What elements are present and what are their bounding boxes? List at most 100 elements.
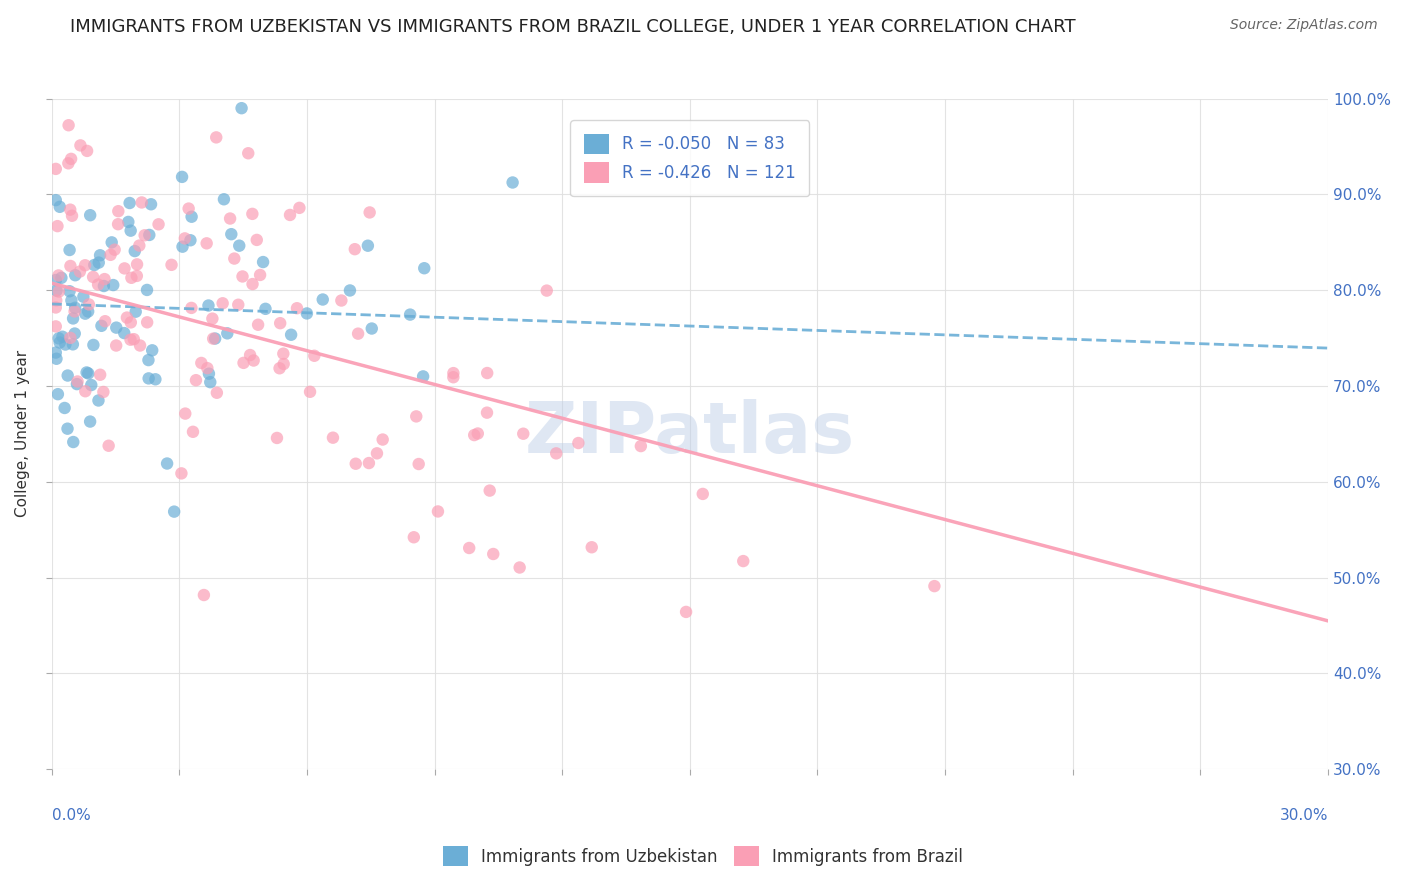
Point — [399, 308, 422, 322]
Point — [193, 588, 215, 602]
Point — [49, 200, 72, 214]
Point — [45, 351, 67, 366]
Point — [45, 161, 67, 176]
Point — [141, 343, 163, 358]
Point — [58, 285, 80, 299]
Point — [93, 272, 115, 286]
Point — [48, 268, 70, 283]
Point — [231, 101, 253, 115]
Point — [118, 196, 141, 211]
Point — [273, 346, 295, 360]
Point — [360, 321, 382, 335]
Point — [138, 227, 160, 242]
Y-axis label: College, Under 1 year: College, Under 1 year — [15, 351, 30, 517]
Legend: R = -0.050   N = 83, R = -0.426   N = 121: R = -0.050 N = 83, R = -0.426 N = 121 — [571, 120, 810, 196]
Point — [177, 202, 200, 216]
Point — [120, 333, 142, 347]
Text: Source: ZipAtlas.com: Source: ZipAtlas.com — [1230, 18, 1378, 32]
Point — [62, 337, 84, 351]
Point — [285, 301, 308, 316]
Point — [366, 446, 388, 460]
Point — [94, 314, 117, 328]
Point — [45, 193, 67, 207]
Point — [371, 433, 394, 447]
Point — [357, 238, 380, 252]
Point — [357, 456, 380, 470]
Point — [82, 338, 104, 352]
Point — [69, 138, 91, 153]
Point — [463, 428, 485, 442]
Point — [46, 219, 69, 234]
Point — [148, 217, 170, 231]
Point — [138, 353, 160, 368]
Point — [69, 264, 91, 278]
Point — [254, 301, 277, 316]
Point — [90, 318, 112, 333]
Point — [87, 255, 110, 269]
Point — [238, 146, 260, 161]
Point — [114, 261, 136, 276]
Point — [536, 284, 558, 298]
Point — [180, 301, 202, 315]
Point — [120, 270, 142, 285]
Point — [675, 605, 697, 619]
Point — [125, 304, 148, 318]
Point — [60, 152, 83, 166]
Point — [412, 369, 434, 384]
Point — [344, 457, 367, 471]
Point — [339, 284, 361, 298]
Point — [502, 176, 524, 190]
Point — [48, 331, 70, 345]
Point — [224, 252, 246, 266]
Point — [87, 277, 110, 292]
Point — [200, 375, 222, 389]
Point — [48, 335, 70, 350]
Point — [75, 258, 97, 272]
Point — [139, 197, 162, 211]
Point — [426, 504, 449, 518]
Point — [269, 361, 291, 376]
Point — [59, 202, 82, 217]
Point — [65, 268, 87, 283]
Point — [77, 367, 100, 381]
Text: IMMIGRANTS FROM UZBEKISTAN VS IMMIGRANTS FROM BRAZIL COLLEGE, UNDER 1 YEAR CORRE: IMMIGRANTS FROM UZBEKISTAN VS IMMIGRANTS… — [70, 18, 1076, 36]
Point — [280, 327, 302, 342]
Point — [45, 273, 67, 287]
Point — [211, 296, 233, 310]
Point — [89, 368, 111, 382]
Point — [120, 315, 142, 329]
Point — [87, 393, 110, 408]
Point — [201, 311, 224, 326]
Point — [75, 384, 97, 399]
Point — [359, 205, 381, 219]
Point — [217, 326, 239, 341]
Point — [273, 357, 295, 371]
Point — [312, 293, 335, 307]
Point — [247, 318, 270, 332]
Point — [330, 293, 353, 308]
Point — [60, 293, 83, 308]
Point — [100, 235, 122, 250]
Point — [59, 259, 82, 273]
Point — [160, 258, 183, 272]
Point — [195, 361, 218, 376]
Point — [112, 326, 135, 340]
Legend: Immigrants from Uzbekistan, Immigrants from Brazil: Immigrants from Uzbekistan, Immigrants f… — [434, 838, 972, 875]
Point — [184, 373, 207, 387]
Point — [172, 240, 194, 254]
Point — [51, 270, 73, 285]
Point — [402, 530, 425, 544]
Point — [125, 257, 148, 271]
Point — [104, 243, 127, 257]
Point — [170, 467, 193, 481]
Point — [56, 368, 79, 383]
Point — [122, 332, 145, 346]
Point — [58, 243, 80, 257]
Point — [120, 224, 142, 238]
Point — [228, 238, 250, 252]
Point — [79, 208, 101, 222]
Point — [509, 560, 531, 574]
Point — [408, 457, 430, 471]
Point — [278, 208, 301, 222]
Point — [77, 297, 100, 311]
